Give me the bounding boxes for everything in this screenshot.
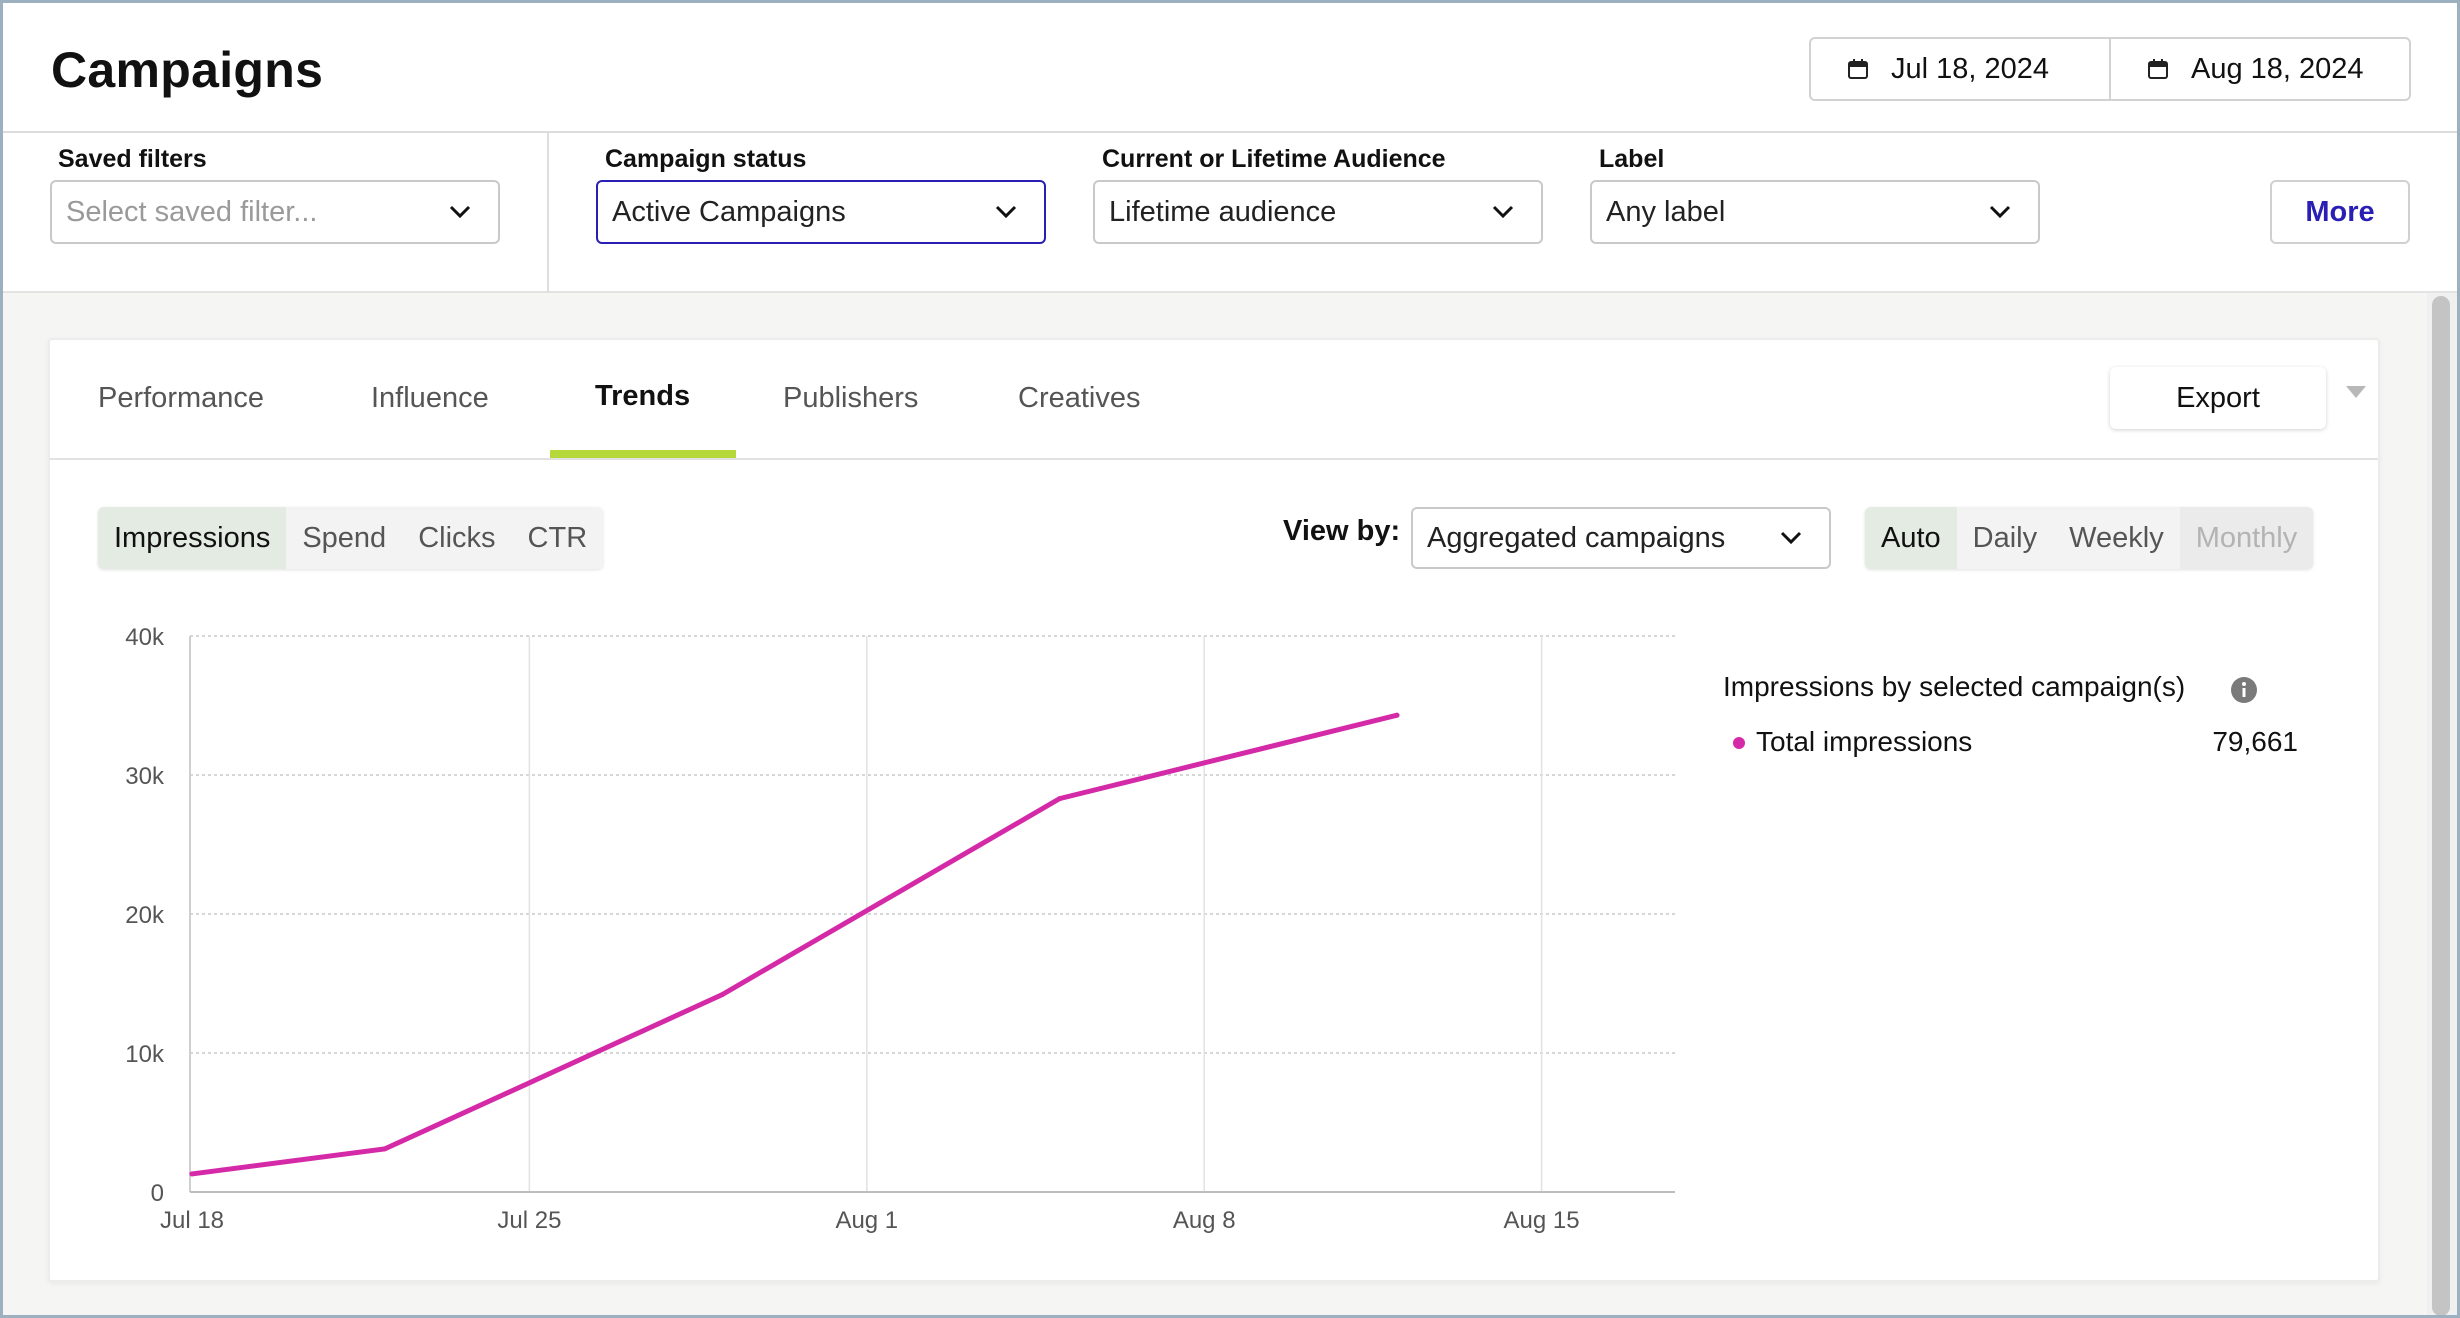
data-point [382,1146,388,1152]
metric-ctr-button[interactable]: CTR [527,521,588,554]
view-by-label: View by: [1283,515,1401,547]
chevron-down-icon [995,205,1017,219]
end-date-button[interactable]: Aug 18, 2024 [2109,39,2409,99]
end-date-value: Aug 18, 2024 [2191,52,2364,85]
y-tick-label: 30k [125,763,165,790]
tab-influence[interactable]: Influence [371,382,489,414]
audience-select[interactable]: Lifetime audience [1093,180,1543,244]
label-select[interactable]: Any label [1590,180,2040,244]
saved-filters-select[interactable]: Select saved filter... [50,180,500,244]
y-tick-label: 0 [151,1180,164,1207]
impressions-line-chart: 0 10k 20k 30k 40k Jul 18 Jul 25 Aug 1 Aug 8 Aug 1… [125,624,1675,1234]
tab-bar: Performance Influence Trends Publishers … [50,340,2378,460]
chevron-down-icon [449,205,471,219]
data-point [719,992,725,998]
calendar-icon [2148,59,2168,79]
saved-filters-label: Saved filters [58,145,207,173]
granularity-auto-button[interactable]: Auto [1865,507,1957,569]
tab-trends[interactable]: Trends [595,380,691,412]
trends-panel: Performance Influence Trends Publishers … [48,338,2380,1282]
x-tick-label: Aug 8 [1173,1207,1236,1234]
y-tick-label: 20k [125,902,165,929]
data-point [1057,796,1063,802]
caret-down-icon[interactable] [2346,386,2366,398]
data-point [1394,712,1400,718]
series-line [189,712,1400,1177]
page-title: Campaigns [51,42,324,98]
campaign-status-value: Active Campaigns [612,195,846,228]
x-tick-label: Jul 18 [160,1207,224,1234]
start-date-value: Jul 18, 2024 [1891,52,2050,85]
x-tick-label: Jul 25 [497,1207,561,1234]
granularity-weekly-button[interactable]: Weekly [2069,521,2164,554]
legend-series-value: 79,661 [2212,726,2298,757]
more-filters-button[interactable]: More [2270,180,2410,244]
tab-publishers[interactable]: Publishers [783,382,919,414]
date-range-picker[interactable]: Jul 18, 2024 Aug 18, 2024 [1809,37,2411,101]
legend-title: Impressions by selected campaign(s) [1723,671,2186,702]
calendar-icon [1848,59,1868,79]
chevron-down-icon [1989,205,2011,219]
granularity-daily-button[interactable]: Daily [1972,521,2038,554]
metric-toggle: Impressions Spend Clicks CTR [98,507,604,569]
page-header: Campaigns Jul 18, 2024 Aug 18, 2024 [3,3,2457,133]
metric-spend-button[interactable]: Spend [302,521,387,554]
x-tick-label: Aug 1 [835,1207,898,1234]
tab-performance[interactable]: Performance [98,382,265,414]
audience-label: Current or Lifetime Audience [1102,145,1446,173]
x-tick-label: Aug 15 [1504,1207,1580,1234]
granularity-toggle: Auto Daily Weekly Monthly [1865,507,2314,569]
active-tab-indicator [550,450,736,458]
metric-impressions-button[interactable]: Impressions [98,507,287,569]
audience-value: Lifetime audience [1109,195,1337,228]
legend-series-name: Total impressions [1756,726,1973,757]
label-filter-label: Label [1599,145,1665,173]
scrollbar-thumb[interactable] [2432,296,2450,1316]
chevron-down-icon [1492,205,1514,219]
filter-divider [547,133,549,293]
label-value: Any label [1606,195,1726,228]
campaign-status-label: Campaign status [605,145,807,173]
y-tick-label: 10k [125,1041,165,1068]
tab-creatives[interactable]: Creatives [1018,382,1141,414]
filter-bar: Saved filters Select saved filter... Cam… [3,133,2457,293]
view-by-value: Aggregated campaigns [1427,521,1726,554]
legend-series-dot [1733,737,1745,749]
export-button[interactable]: Export [2110,367,2326,429]
y-tick-label: 40k [125,624,165,651]
chevron-down-icon [1780,531,1802,545]
view-by-select[interactable]: Aggregated campaigns [1411,507,1831,569]
start-date-button[interactable]: Jul 18, 2024 [1811,39,2109,99]
info-icon[interactable] [2230,676,2258,704]
data-point [189,1171,195,1177]
campaign-status-select[interactable]: Active Campaigns [596,180,1046,244]
granularity-monthly-button: Monthly [2179,507,2314,569]
saved-filters-placeholder: Select saved filter... [66,195,318,228]
metric-clicks-button[interactable]: Clicks [418,521,496,554]
